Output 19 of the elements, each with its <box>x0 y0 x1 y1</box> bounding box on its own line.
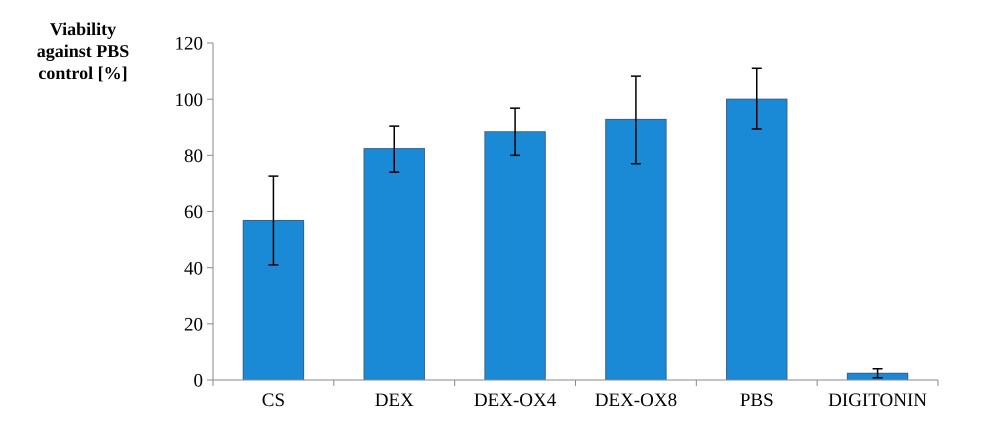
y-tick-label: 20 <box>184 314 203 336</box>
y-tick-label: 100 <box>174 90 203 111</box>
x-tick-label: CS <box>262 390 286 411</box>
y-tick-label: 0 <box>194 370 203 392</box>
y-tick-label: 120 <box>174 34 203 55</box>
bar <box>605 118 667 380</box>
x-tick-label: PBS <box>740 390 774 411</box>
y-tick-label: 80 <box>184 146 203 167</box>
x-tick-label: DEX-OX8 <box>594 390 678 411</box>
y-tick-label: 60 <box>184 202 203 224</box>
bar <box>484 131 546 380</box>
bar <box>242 220 304 380</box>
x-tick-label: DIGITONIN <box>828 390 928 411</box>
bar <box>726 98 788 380</box>
bar <box>364 148 425 380</box>
y-tick-label: 40 <box>184 258 203 280</box>
y-axis-title: Viability against PBS control [%] <box>36 19 130 83</box>
x-tick-label: DEX-OX4 <box>474 390 557 411</box>
x-tick-label: DEX <box>374 390 414 411</box>
